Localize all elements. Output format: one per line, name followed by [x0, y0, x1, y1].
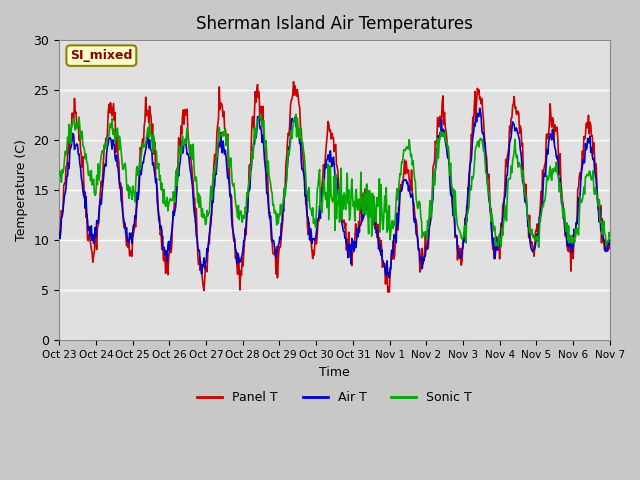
- Y-axis label: Temperature (C): Temperature (C): [15, 139, 28, 241]
- Text: SI_mixed: SI_mixed: [70, 49, 132, 62]
- Title: Sherman Island Air Temperatures: Sherman Island Air Temperatures: [196, 15, 473, 33]
- Legend: Panel T, Air T, Sonic T: Panel T, Air T, Sonic T: [192, 386, 477, 409]
- X-axis label: Time: Time: [319, 366, 350, 379]
